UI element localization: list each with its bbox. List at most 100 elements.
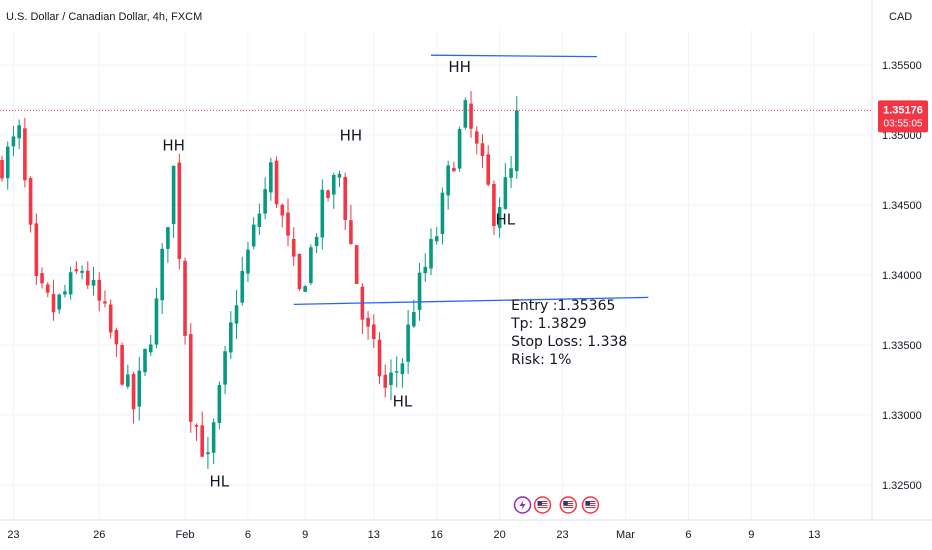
flag-canton [537, 501, 543, 505]
candle [257, 203, 262, 236]
candle-body [297, 253, 302, 290]
candle-body [143, 348, 147, 373]
candle [331, 172, 336, 209]
candle-body [126, 374, 130, 387]
candle-body [234, 305, 239, 324]
candle [309, 244, 313, 286]
candle [343, 172, 347, 231]
pivot-label: HL [496, 211, 516, 229]
candle-body [515, 110, 519, 172]
note-line: Risk: 1% [511, 352, 571, 368]
flag-stripe [537, 503, 548, 504]
trendline [430, 54, 597, 58]
candle-body [57, 294, 61, 310]
flag-stripe [563, 501, 574, 502]
candle-body [0, 160, 4, 179]
candle [188, 323, 193, 433]
candle [503, 163, 508, 210]
candle [406, 309, 410, 374]
candle-body [240, 270, 245, 303]
candle-body [486, 154, 490, 185]
candle-body [389, 372, 393, 386]
candle-body [263, 189, 267, 214]
candle-body [440, 192, 445, 234]
pivot-label: HH [162, 136, 185, 154]
candle-body [97, 279, 102, 301]
candle-body [5, 146, 10, 179]
candle [217, 381, 222, 430]
candle [137, 356, 142, 421]
candle-body [280, 204, 285, 216]
pivot-label: HH [448, 58, 471, 76]
candle-body [74, 269, 79, 272]
candle-body [480, 143, 485, 156]
candle-body [137, 370, 142, 407]
candle-body [503, 177, 508, 209]
x-tick-label: Mar [616, 529, 635, 541]
candle-body [269, 162, 273, 193]
y-tick-label: 1.34000 [882, 270, 922, 282]
x-tick-label: 9 [748, 529, 754, 541]
candle [57, 293, 61, 314]
candle-body [108, 304, 113, 333]
candle-body [183, 260, 187, 336]
candle [452, 161, 456, 172]
us-flag-icon [533, 496, 552, 514]
candle-body [120, 344, 124, 385]
candle [223, 345, 227, 395]
candle [320, 179, 325, 250]
candle-body [11, 136, 16, 147]
candle-body [34, 223, 39, 276]
y-tick-label: 1.35500 [882, 60, 922, 72]
flag-stripe [585, 503, 596, 504]
candle [234, 290, 239, 339]
candle-body [177, 162, 182, 259]
candle [303, 284, 307, 292]
candle-body [40, 273, 44, 284]
candle-body [314, 236, 319, 247]
candle [0, 155, 4, 182]
candle [211, 418, 216, 464]
candle-body [383, 374, 388, 388]
candle-body [434, 236, 439, 242]
candle-body [223, 351, 227, 385]
candle-body [154, 298, 159, 345]
annotations: HH HL HH HL HH HL [162, 58, 516, 490]
flag-stripe [537, 501, 548, 502]
chart-title: U.S. Dollar / Canadian Dollar, 4h, FXCM [6, 11, 202, 23]
candle [474, 126, 479, 155]
flag-stripe [537, 507, 548, 508]
candle-body [423, 266, 428, 274]
y-tick-label: 1.33000 [882, 410, 922, 422]
candle-body [28, 178, 33, 225]
candle [51, 279, 56, 321]
x-tick-label: 16 [431, 529, 443, 541]
candle [326, 189, 330, 202]
candle-body [160, 248, 164, 301]
candle-body [452, 167, 456, 172]
candle-body [246, 249, 250, 274]
candle [5, 141, 10, 190]
candle-body [23, 128, 27, 181]
candle-body [377, 339, 382, 377]
candle [251, 217, 256, 250]
candle [177, 153, 182, 270]
candle [97, 272, 102, 312]
candle-body [474, 131, 479, 144]
candle [40, 267, 44, 289]
candle [171, 165, 176, 238]
trade-note: Entry :1.35365 Tp: 1.3829 Stop Loss: 1.338… [510, 298, 627, 368]
candle [160, 243, 164, 314]
candle-body [326, 190, 330, 198]
candle [280, 203, 285, 228]
candle-body [17, 125, 21, 139]
candle-body [251, 224, 256, 247]
candle [68, 266, 73, 300]
candle-body [446, 165, 450, 196]
candle [108, 299, 113, 339]
candle-body [80, 270, 84, 273]
candle [143, 348, 147, 377]
